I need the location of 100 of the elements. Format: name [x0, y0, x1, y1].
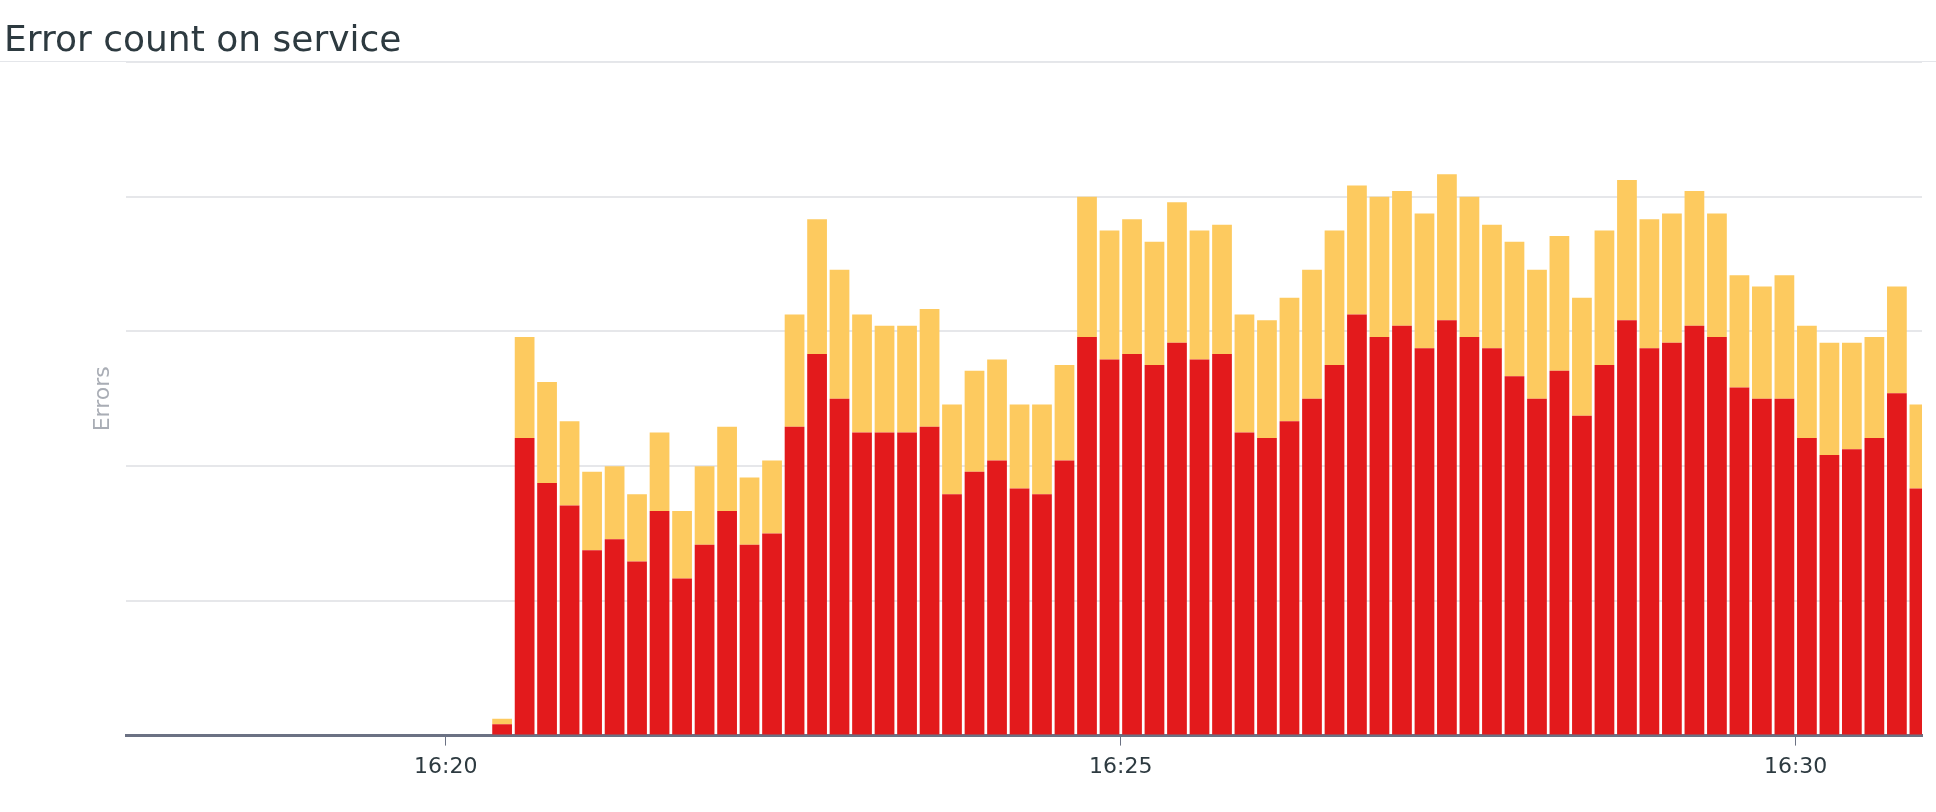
- bar: [1819, 342, 1840, 455]
- bar: [1459, 196, 1480, 338]
- bar: [1752, 286, 1772, 399]
- bar: [1482, 348, 1502, 735]
- bar: [1212, 353, 1232, 735]
- bar: [1032, 404, 1052, 495]
- bar: [1684, 325, 1705, 735]
- bar: [987, 460, 1007, 735]
- bar: [1752, 398, 1772, 735]
- bar: [1639, 348, 1660, 735]
- bar: [1729, 387, 1750, 735]
- bar: [852, 432, 872, 735]
- bar: [1257, 320, 1277, 439]
- bar: [604, 539, 625, 735]
- bar: [1212, 224, 1232, 354]
- bar: [942, 404, 962, 495]
- bar: [672, 578, 692, 735]
- bar: [1774, 398, 1795, 735]
- bar: [1167, 202, 1187, 343]
- bar: [1887, 286, 1907, 394]
- bar: [717, 511, 737, 735]
- bar: [1549, 236, 1570, 371]
- bar: [1662, 342, 1682, 735]
- bar: [1437, 174, 1457, 321]
- bar: [1302, 398, 1322, 735]
- bar: [1841, 342, 1862, 450]
- bar: [559, 421, 580, 506]
- bar: [1369, 337, 1390, 735]
- bar: [1189, 230, 1210, 360]
- bar: [897, 432, 917, 735]
- x-tick-label: 16:25: [1089, 752, 1153, 778]
- bar: [1279, 421, 1300, 735]
- bar: [1504, 376, 1525, 735]
- bar: [1077, 337, 1097, 735]
- bar: [1369, 196, 1390, 338]
- bar: [807, 353, 827, 735]
- bar: [897, 325, 917, 433]
- bar: [1302, 269, 1322, 399]
- bar: [694, 544, 715, 735]
- bar: [1437, 320, 1457, 735]
- bar: [1009, 404, 1030, 489]
- bar: [1482, 224, 1502, 349]
- bar: [739, 544, 760, 735]
- bar: [492, 718, 512, 725]
- bar: [1009, 488, 1030, 735]
- bar: [1077, 196, 1097, 338]
- bar: [1594, 230, 1615, 366]
- bar: [829, 398, 850, 735]
- bar: [1122, 219, 1142, 354]
- bar: [1234, 432, 1255, 735]
- bar: [649, 432, 670, 512]
- bar: [1774, 275, 1795, 399]
- x-tick-label: 16:30: [1763, 752, 1828, 778]
- bar: [1864, 337, 1885, 439]
- bar: [1054, 365, 1075, 461]
- bar: [1841, 449, 1862, 735]
- bar: [1504, 241, 1525, 377]
- bar: [1054, 460, 1075, 735]
- bar: [1684, 191, 1705, 326]
- bar: [514, 337, 535, 439]
- bar: [1122, 353, 1142, 735]
- bar: [1617, 179, 1637, 321]
- bar: [1662, 213, 1682, 343]
- bar: [964, 370, 985, 472]
- bar: [1864, 438, 1885, 735]
- bar: [1819, 454, 1840, 735]
- bar: [987, 359, 1007, 461]
- bar: [514, 438, 535, 735]
- x-tick-label: 16:20: [414, 752, 478, 778]
- bar: [874, 325, 895, 433]
- bar: [1099, 230, 1120, 360]
- bar: [1459, 337, 1480, 735]
- bar: [1189, 359, 1210, 735]
- chart-title: Error count on service: [0, 0, 1936, 62]
- bar: [1707, 213, 1727, 338]
- bar: [784, 426, 805, 735]
- bar: [762, 533, 782, 735]
- bar: [1279, 297, 1300, 422]
- bar: [537, 381, 557, 483]
- bar: [919, 308, 940, 427]
- bar: [1099, 359, 1120, 735]
- bar: [1324, 365, 1345, 735]
- bar: [492, 724, 512, 735]
- bar: [874, 432, 895, 735]
- bar: [1729, 275, 1750, 388]
- bar: [604, 466, 625, 540]
- bar: [1144, 241, 1165, 366]
- bar: [1392, 191, 1412, 326]
- bar: [1797, 325, 1817, 439]
- bar: [1527, 398, 1547, 735]
- bar: [1527, 269, 1547, 399]
- bar: [627, 561, 647, 735]
- bar: [672, 511, 692, 579]
- y-axis-title: Errors: [88, 366, 114, 432]
- bar: [1572, 415, 1592, 735]
- bar: [807, 219, 827, 354]
- bar: [537, 483, 557, 735]
- bar: [1234, 314, 1255, 433]
- bar: [627, 494, 647, 562]
- bar: [1549, 370, 1570, 735]
